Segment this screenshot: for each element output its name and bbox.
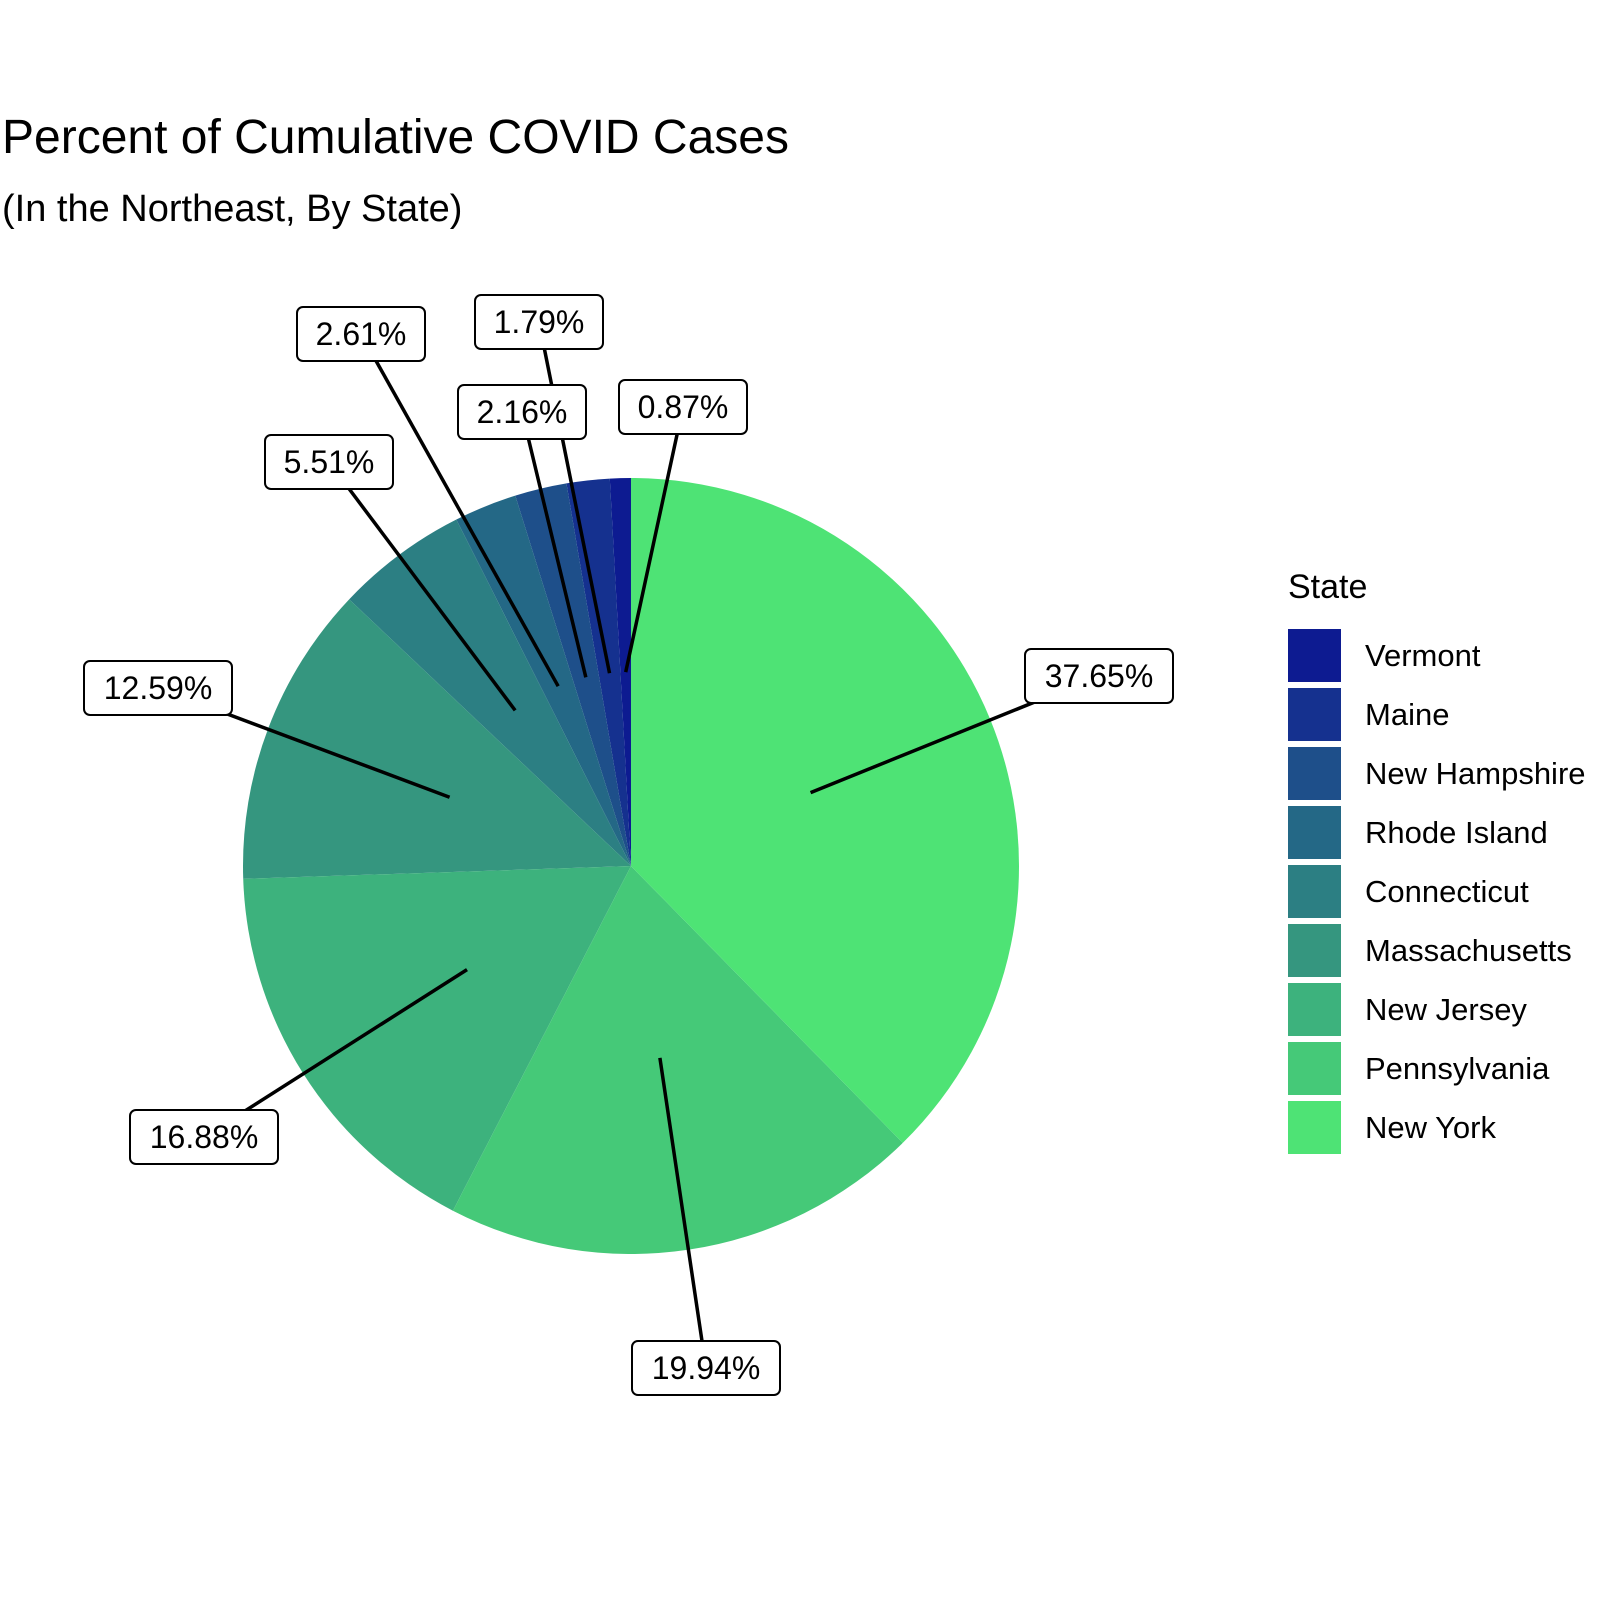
- legend-swatch: [1288, 865, 1341, 918]
- legend-label: Vermont: [1365, 637, 1481, 673]
- legend-title: State: [1288, 568, 1368, 606]
- legend-label: New Hampshire: [1365, 755, 1586, 791]
- data-label-text: 0.87%: [638, 389, 729, 425]
- data-label-box: [264, 434, 394, 490]
- data-label: 19.94%: [631, 1340, 781, 1396]
- pie-slice-new-hampshire: [515, 483, 631, 866]
- data-label-text: 2.61%: [316, 316, 407, 352]
- legend-item: Vermont: [1288, 626, 1586, 685]
- data-label-box: [457, 384, 587, 440]
- legend-item: Connecticut: [1288, 862, 1586, 921]
- chart-title: Percent of Cumulative COVID Cases: [2, 111, 789, 164]
- leader-line: [327, 460, 517, 712]
- legend-label: New Jersey: [1365, 991, 1527, 1027]
- data-label-text: 5.51%: [284, 444, 375, 480]
- data-label-box: [1024, 648, 1174, 704]
- data-label-text: 37.65%: [1045, 658, 1154, 694]
- leader-line: [520, 411, 588, 678]
- data-label: 2.61%: [296, 306, 426, 362]
- leader-line: [623, 406, 685, 673]
- legend-item: New Jersey: [1288, 980, 1586, 1039]
- data-label-box: [129, 1109, 279, 1165]
- legend-label: New York: [1365, 1109, 1496, 1145]
- data-label-text: 12.59%: [104, 670, 213, 706]
- legend-swatch: [1288, 747, 1341, 800]
- legend-item: Rhode Island: [1288, 803, 1586, 862]
- data-label: 1.79%: [474, 294, 604, 350]
- data-label: 2.16%: [457, 384, 587, 440]
- legend-label: Maine: [1365, 696, 1450, 732]
- legend-swatch: [1288, 983, 1341, 1036]
- data-label-box: [296, 306, 426, 362]
- data-label-box: [618, 379, 748, 435]
- pie-slice-vermont: [609, 478, 631, 866]
- legend-label: Connecticut: [1365, 873, 1529, 909]
- legend-item: Massachusetts: [1288, 921, 1586, 980]
- data-label-text: 19.94%: [652, 1350, 761, 1386]
- data-label-text: 1.79%: [494, 304, 585, 340]
- data-label: 5.51%: [264, 434, 394, 490]
- legend-label: Massachusetts: [1365, 932, 1572, 968]
- pie-slice-new-york: [631, 478, 1019, 1143]
- pie-slice-new-jersey: [243, 866, 631, 1211]
- data-labels: 0.87% 1.79% 2.16% 2.61% 5.51% 12.59% 16.88% 19.…: [83, 294, 1174, 1396]
- legend-swatch: [1288, 1042, 1341, 1095]
- data-label-box: [474, 294, 604, 350]
- data-label: 16.88%: [129, 1109, 279, 1165]
- data-label: 0.87%: [618, 379, 748, 435]
- legend-items: Vermont Maine New Hampshire Rhode Island Con…: [1288, 626, 1586, 1157]
- legend-swatch: [1288, 1101, 1341, 1154]
- legend-item: New York: [1288, 1098, 1586, 1157]
- legend-item: Maine: [1288, 685, 1586, 744]
- pie-slice-pennsylvania: [452, 866, 903, 1254]
- data-label-box: [631, 1340, 781, 1396]
- legend-swatch: [1288, 806, 1341, 859]
- data-label: 37.65%: [1024, 648, 1174, 704]
- data-label-text: 16.88%: [150, 1119, 259, 1155]
- legend-swatch: [1288, 924, 1341, 977]
- data-label: 12.59%: [83, 660, 233, 716]
- leader-line: [359, 333, 560, 688]
- data-label-text: 2.16%: [477, 394, 568, 430]
- legend: State Vermont Maine New Hampshire Rhode Isl…: [1288, 570, 1586, 1157]
- data-label-box: [83, 660, 233, 716]
- legend-swatch: [1288, 688, 1341, 741]
- leader-line: [658, 1057, 708, 1369]
- legend-item: New Hampshire: [1288, 744, 1586, 803]
- legend-swatch: [1288, 629, 1341, 682]
- legend-label: Pennsylvania: [1365, 1050, 1550, 1086]
- pie-slice-massachusetts: [243, 599, 631, 879]
- chart-subtitle: (In the Northeast, By State): [2, 188, 463, 230]
- leader-line: [537, 321, 612, 674]
- legend-item: Pennsylvania: [1288, 1039, 1586, 1098]
- legend-label: Rhode Island: [1365, 814, 1548, 850]
- pie-slice-connecticut: [349, 519, 631, 866]
- pie-slice-maine: [566, 478, 631, 866]
- pie-slices: [243, 478, 1019, 1254]
- pie-slice-rhode-island: [456, 495, 631, 866]
